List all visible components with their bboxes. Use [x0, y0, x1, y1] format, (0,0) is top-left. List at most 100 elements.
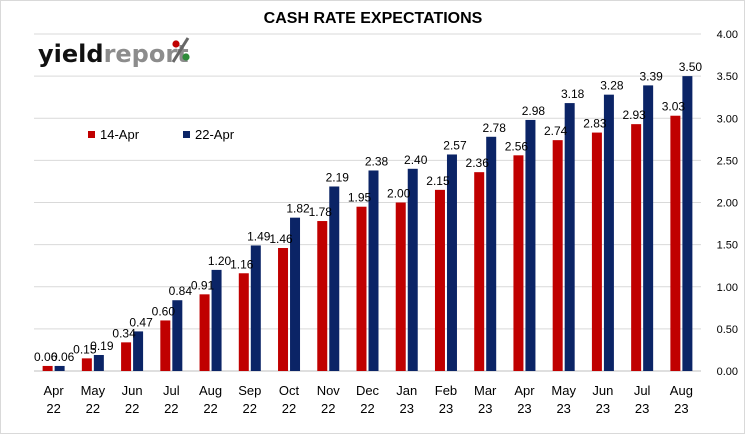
x-tick-label-month: Nov: [317, 383, 341, 398]
bars: [42, 76, 693, 372]
x-tick-label-month: May: [81, 383, 106, 398]
x-tick-label-year: 23: [517, 401, 531, 416]
x-tick-label-year: 23: [439, 401, 453, 416]
data-label: 2.93: [622, 108, 646, 122]
y-tick-label: 4.00: [717, 29, 738, 41]
y-tick-label: 2.00: [717, 198, 738, 210]
bar-22-apr-jul-22: [172, 300, 183, 371]
data-label: 2.74: [544, 124, 568, 138]
data-label: 3.03: [662, 100, 686, 114]
data-label: 2.83: [583, 117, 607, 131]
data-label: 2.00: [387, 187, 411, 201]
x-tick-label-year: 22: [243, 401, 257, 416]
y-tick-label: 0.50: [717, 324, 738, 336]
x-axis-ticks: Apr 22 May 22 Jun 22 Jul 22 Aug 22 Sep 22 Oct 22 Nov 22…: [44, 383, 693, 416]
bar-22-apr-apr-23: [525, 119, 536, 371]
x-tick-label-year: 23: [635, 401, 649, 416]
data-label: 3.39: [639, 69, 663, 83]
x-tick-label-month: Feb: [435, 383, 457, 398]
bar-14-apr-dec-22: [356, 206, 367, 371]
bar-22-apr-aug-22: [211, 269, 222, 371]
x-tick-label-month: Sep: [238, 383, 261, 398]
y-tick-label: 1.00: [717, 282, 738, 294]
x-tick-label-month: Mar: [474, 383, 497, 398]
x-tick-label-year: 22: [125, 401, 139, 416]
bar-22-apr-feb-23: [446, 154, 457, 371]
x-tick-label-month: Jul: [163, 383, 180, 398]
bar-14-apr-mar-23: [474, 172, 485, 371]
bar-22-apr-jul-23: [643, 85, 654, 371]
bar-14-apr-aug-23: [670, 115, 681, 371]
x-tick-label-month: Jun: [592, 383, 613, 398]
x-tick-label-month: Aug: [199, 383, 222, 398]
data-label: 2.78: [483, 121, 507, 135]
legend-label-22-apr: 22-Apr: [195, 127, 235, 142]
bar-14-apr-nov-22: [317, 221, 328, 371]
data-label: 2.15: [426, 174, 450, 188]
x-tick-label-month: Dec: [356, 383, 380, 398]
x-tick-label-year: 23: [400, 401, 414, 416]
x-tick-label-year: 22: [360, 401, 374, 416]
svg-text:yieldreport: yieldreport: [38, 40, 189, 68]
y-tick-label: 3.00: [717, 113, 738, 125]
bar-22-apr-aug-23: [682, 76, 693, 371]
data-label: 0.06: [34, 350, 58, 364]
data-label: 0.15: [73, 342, 97, 356]
data-label: 0.84: [169, 284, 193, 298]
bar-14-apr-jan-23: [395, 202, 406, 371]
bar-14-apr-jul-23: [631, 124, 642, 372]
data-label: 2.98: [522, 104, 546, 118]
y-axis-ticks: 0.00 0.50 1.00 1.50 2.00 2.50 3.00 3.50 4.00: [717, 29, 738, 378]
bar-22-apr-apr-22: [54, 365, 65, 371]
y-tick-label: 2.50: [717, 155, 738, 167]
bar-22-apr-may-22: [93, 354, 104, 371]
data-label: 0.47: [129, 315, 153, 329]
bar-14-apr-jun-22: [121, 342, 132, 371]
data-label: 0.19: [90, 339, 114, 353]
data-label: 2.40: [404, 153, 428, 167]
bar-14-apr-jun-23: [591, 132, 602, 371]
bar-22-apr-jan-23: [407, 168, 418, 371]
x-tick-label-year: 23: [478, 401, 492, 416]
data-label: 3.28: [600, 79, 624, 93]
data-label: 3.50: [679, 60, 703, 74]
data-label: 2.19: [326, 170, 350, 184]
x-tick-label-year: 22: [86, 401, 100, 416]
data-label: 0.91: [191, 278, 215, 292]
legend-label-14-apr: 14-Apr: [100, 127, 140, 142]
y-tick-label: 3.50: [717, 71, 738, 83]
x-tick-label-month: Jun: [122, 383, 143, 398]
bar-22-apr-jun-22: [133, 331, 144, 371]
bar-14-apr-may-22: [81, 358, 92, 371]
bar-14-apr-may-23: [552, 140, 563, 371]
x-tick-label-month: Jul: [634, 383, 651, 398]
x-tick-label-month: Aug: [670, 383, 693, 398]
bar-14-apr-jul-22: [160, 320, 171, 371]
x-tick-label-year: 22: [321, 401, 335, 416]
data-label: 1.20: [208, 254, 232, 268]
data-label: 1.16: [230, 257, 254, 271]
data-labels: 0.060.060.150.190.340.470.600.840.911.20…: [34, 60, 702, 364]
x-tick-label-month: Apr: [514, 383, 535, 398]
x-tick-label-month: May: [551, 383, 576, 398]
bar-22-apr-nov-22: [329, 186, 340, 371]
data-label: 0.60: [152, 304, 176, 318]
data-label: 1.82: [286, 202, 310, 216]
x-tick-label-month: Jan: [396, 383, 417, 398]
logo-percent-icon: [171, 37, 190, 63]
data-label: 2.38: [365, 154, 389, 168]
data-label: 2.36: [466, 156, 490, 170]
y-tick-label: 1.50: [717, 240, 738, 252]
x-tick-label-month: Apr: [44, 383, 65, 398]
y-tick-label: 0.00: [717, 366, 738, 378]
yieldreport-logo: yieldreport: [38, 37, 190, 68]
data-label: 0.34: [112, 326, 136, 340]
bar-22-apr-dec-22: [368, 170, 379, 371]
data-label: 2.56: [505, 139, 529, 153]
data-label: 0.06: [51, 350, 75, 364]
bar-14-apr-oct-22: [278, 247, 289, 371]
bar-14-apr-sep-22: [238, 273, 249, 371]
bar-22-apr-may-23: [564, 103, 575, 372]
chart-title: CASH RATE EXPECTATIONS: [264, 10, 483, 27]
